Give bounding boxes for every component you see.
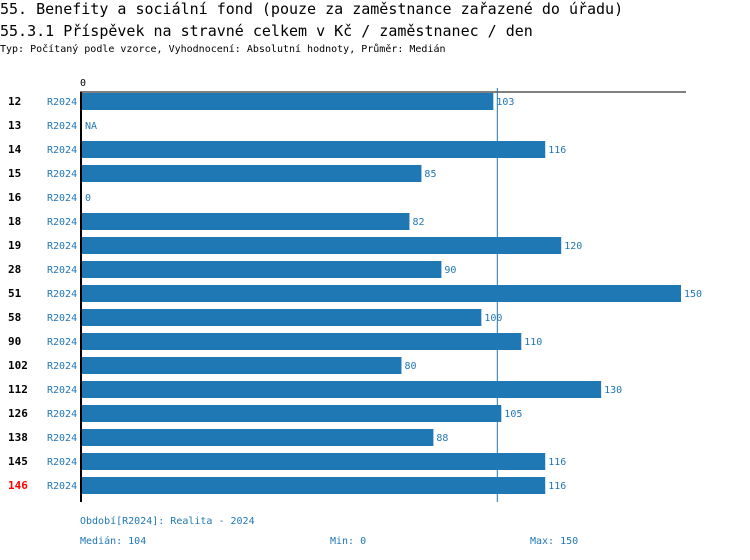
- period-label: R2024: [47, 145, 77, 156]
- bar: [82, 333, 522, 350]
- bar: [82, 93, 494, 110]
- bar: [82, 381, 602, 398]
- value-label: 100: [484, 313, 502, 324]
- category-label: 58: [8, 311, 21, 324]
- value-label: 105: [504, 409, 522, 420]
- category-label: 145: [8, 455, 28, 468]
- value-label: 116: [548, 457, 566, 468]
- bar: [82, 213, 410, 230]
- period-label: R2024: [47, 409, 77, 420]
- value-label: NA: [85, 121, 97, 132]
- period-label: R2024: [47, 121, 77, 132]
- period-label: R2024: [47, 433, 77, 444]
- period-label: R2024: [47, 265, 77, 276]
- period-label: R2024: [47, 361, 77, 372]
- value-label: 85: [424, 169, 436, 180]
- bar: [82, 453, 546, 470]
- period-label: R2024: [47, 241, 77, 252]
- category-label: 19: [8, 239, 21, 252]
- value-label: 120: [564, 241, 582, 252]
- value-label: 80: [404, 361, 416, 372]
- category-label: 14: [8, 143, 22, 156]
- bar: [82, 261, 442, 278]
- period-label: R2024: [47, 169, 77, 180]
- category-label: 51: [8, 287, 22, 300]
- value-label: 116: [548, 481, 566, 492]
- category-label: 112: [8, 383, 28, 396]
- value-label: 88: [436, 433, 448, 444]
- period-label: R2024: [47, 289, 77, 300]
- value-label: 110: [524, 337, 542, 348]
- median-stat: Medián: 104: [80, 536, 147, 547]
- category-label: 126: [8, 407, 28, 420]
- x-tick-label: 0: [80, 78, 86, 89]
- period-label: R2024: [47, 457, 77, 468]
- value-label: 82: [412, 217, 424, 228]
- category-label: 18: [8, 215, 21, 228]
- bar-chart: 0 12 R2024 103 13 R2024 NA 14 R2024 116 15 R2024 85 1…: [8, 78, 702, 502]
- bar: [82, 309, 482, 326]
- value-label: 103: [496, 97, 514, 108]
- period-label: R2024: [47, 337, 77, 348]
- bar: [82, 405, 502, 422]
- bar: [82, 165, 422, 182]
- category-label: 15: [8, 167, 21, 180]
- period-label: R2024: [47, 313, 77, 324]
- period-label: R2024: [47, 97, 77, 108]
- min-stat: Min: 0: [330, 536, 367, 547]
- period-legend: Období[R2024]: Realita - 2024: [80, 516, 255, 527]
- page-title: 55. Benefity a sociální fond (pouze za z…: [0, 0, 624, 18]
- value-label: 90: [444, 265, 456, 276]
- bar: [82, 285, 681, 302]
- value-label: 130: [604, 385, 622, 396]
- period-label: R2024: [47, 193, 77, 204]
- bar: [82, 237, 562, 254]
- category-label: 146: [8, 479, 28, 492]
- bar: [82, 477, 546, 494]
- bar: [82, 429, 434, 446]
- category-label: 12: [8, 95, 21, 108]
- chart-subtitle: 55.3.1 Příspěvek na stravné celkem v Kč …: [0, 22, 533, 40]
- max-stat: Max: 150: [530, 536, 579, 547]
- period-label: R2024: [47, 385, 77, 396]
- value-label: 150: [684, 289, 702, 300]
- bar: [82, 357, 402, 374]
- category-label: 138: [8, 431, 28, 444]
- bar: [82, 141, 546, 158]
- value-label: 116: [548, 145, 566, 156]
- value-label: 0: [85, 193, 91, 204]
- chart-info: Typ: Počítaný podle vzorce, Vyhodnocení:…: [0, 44, 446, 55]
- category-label: 102: [8, 359, 28, 372]
- period-label: R2024: [47, 481, 77, 492]
- category-label: 90: [8, 335, 21, 348]
- period-label: R2024: [47, 217, 77, 228]
- category-label: 16: [8, 191, 22, 204]
- category-label: 13: [8, 119, 21, 132]
- category-label: 28: [8, 263, 21, 276]
